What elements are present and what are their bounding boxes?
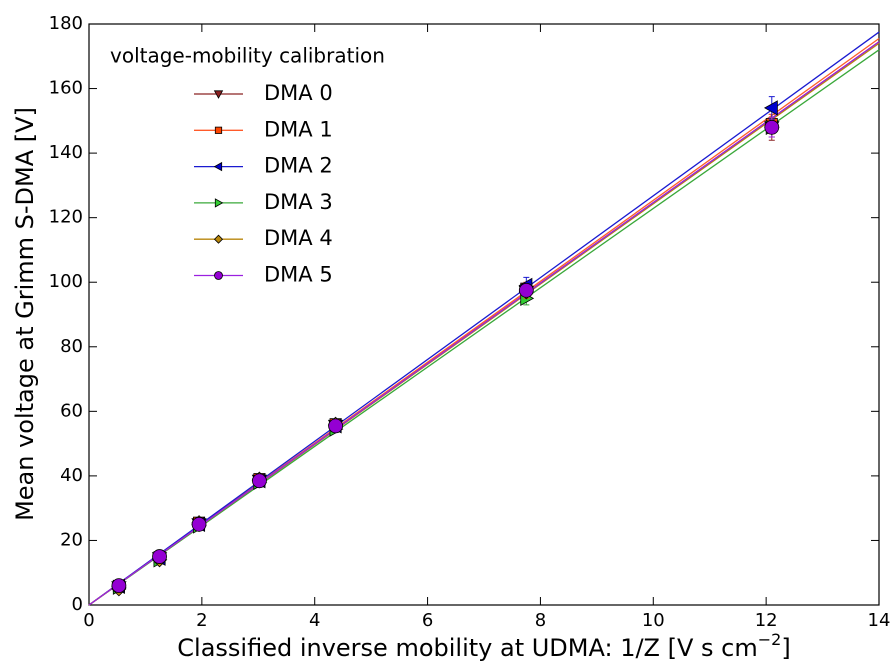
y-tick-label: 0 xyxy=(72,594,83,615)
legend-title: voltage-mobility calibration xyxy=(110,44,385,68)
y-tick-label: 100 xyxy=(49,271,83,292)
point xyxy=(763,100,778,116)
point xyxy=(764,119,780,135)
x-tick-label: 8 xyxy=(535,610,546,631)
fit-line xyxy=(88,49,880,606)
point xyxy=(152,549,167,564)
y-tick-label: 60 xyxy=(60,400,83,421)
legend-label: DMA 3 xyxy=(264,190,333,214)
fit-line xyxy=(88,31,880,606)
y-tick-label: 180 xyxy=(49,13,83,34)
legend-marker xyxy=(214,198,224,208)
x-axis-label: Classified inverse mobility at UDMA: 1/Z… xyxy=(177,630,790,663)
x-label-sup: −2 xyxy=(758,630,782,649)
legend-marker xyxy=(213,161,223,172)
legend-marker xyxy=(214,271,223,280)
x-label-end: ] xyxy=(781,634,790,662)
x-label-text: Classified inverse mobility at UDMA: 1/Z… xyxy=(177,634,757,662)
point xyxy=(328,418,343,434)
legend-marker xyxy=(213,90,224,99)
fit-line xyxy=(88,41,880,606)
y-axis-label: Mean voltage at Grimm S-DMA [V] xyxy=(11,107,39,521)
x-tick-label: 2 xyxy=(196,610,207,631)
y-tick-label: 140 xyxy=(49,142,83,163)
legend-label: DMA 1 xyxy=(264,117,333,141)
legend-marker xyxy=(214,126,223,134)
legend-label: DMA 0 xyxy=(264,81,333,105)
legend-label: DMA 5 xyxy=(264,263,333,287)
x-tick-label: 4 xyxy=(309,610,320,631)
plot-frame xyxy=(88,23,880,606)
point xyxy=(191,516,207,532)
x-tick-label: 0 xyxy=(83,610,94,631)
y-tick-label: 120 xyxy=(49,207,83,228)
x-tick-label: 12 xyxy=(755,610,778,631)
legend-label: DMA 4 xyxy=(264,226,333,250)
x-tick-label: 10 xyxy=(642,610,665,631)
x-tick-label: 6 xyxy=(422,610,433,631)
point xyxy=(252,473,267,489)
point xyxy=(518,282,534,298)
y-tick-label: 20 xyxy=(60,529,83,550)
y-tick-label: 40 xyxy=(60,465,83,486)
legend-marker xyxy=(213,234,224,244)
x-tick-label: 14 xyxy=(868,610,891,631)
point xyxy=(111,578,127,594)
y-tick-label: 160 xyxy=(49,78,83,99)
y-tick-label: 80 xyxy=(60,336,83,357)
legend-label: DMA 2 xyxy=(264,154,333,178)
